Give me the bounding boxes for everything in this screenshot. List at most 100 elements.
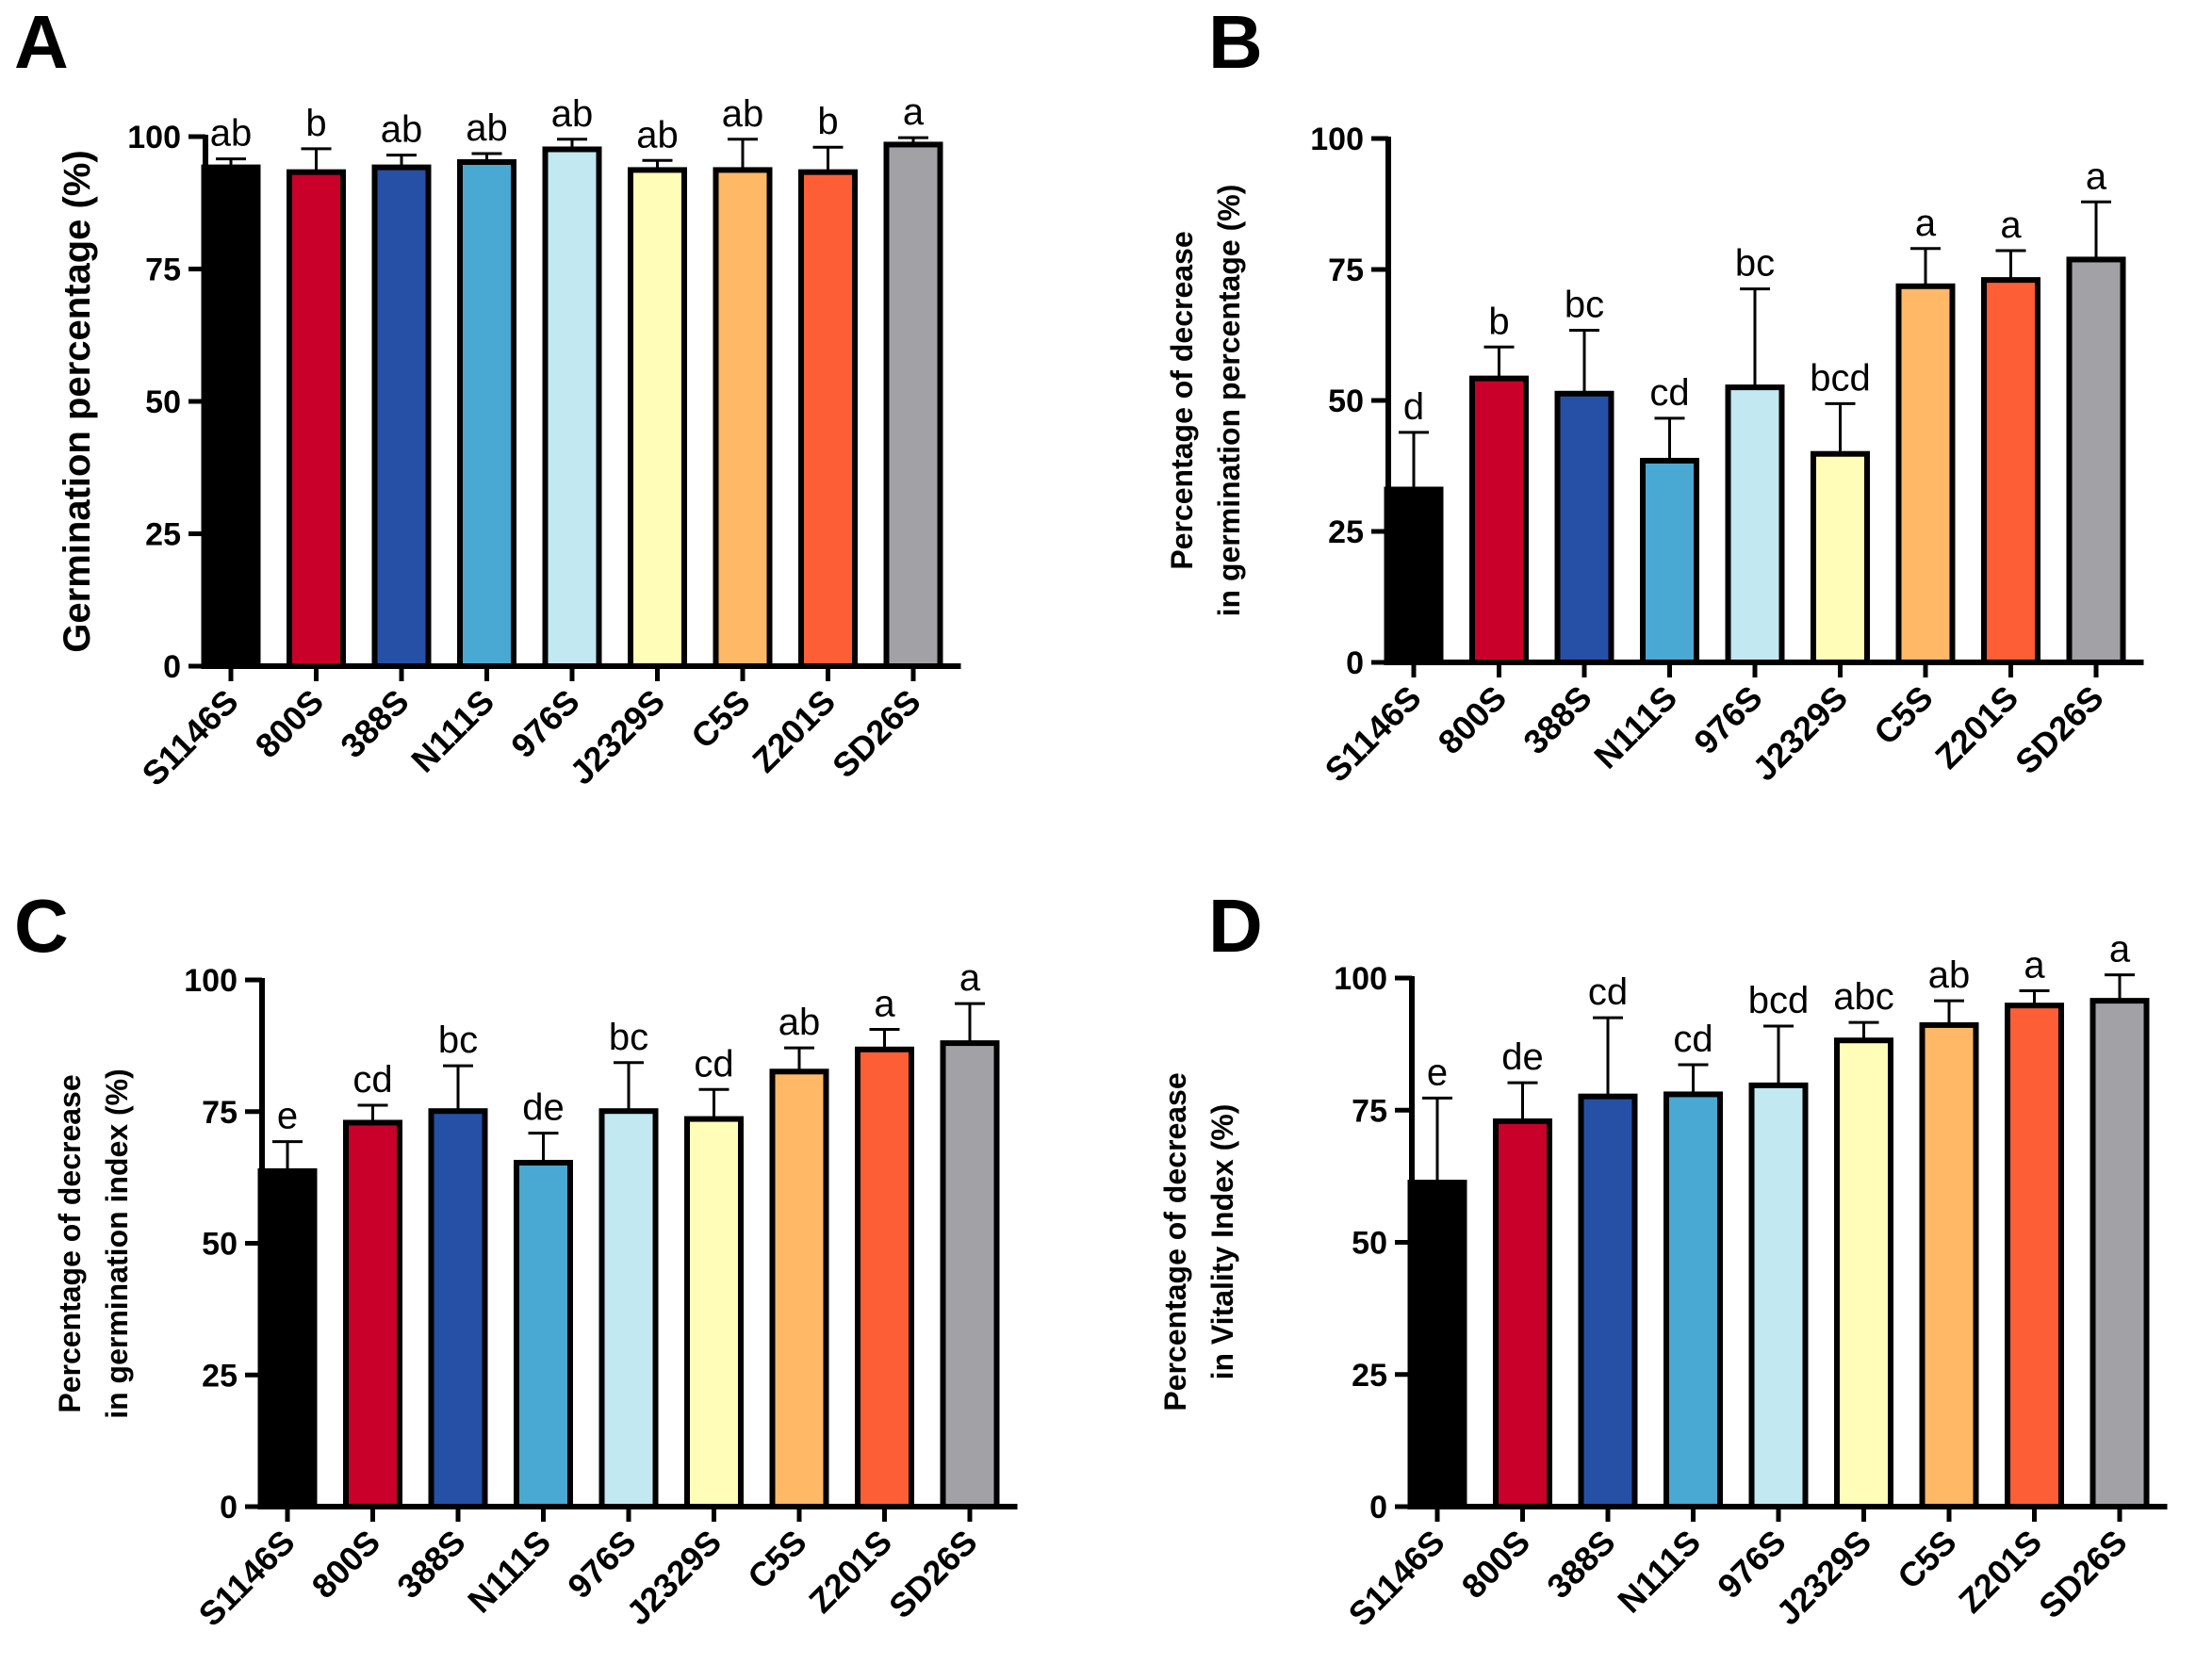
panel-b-significance-label: a [2000, 204, 2022, 246]
panel-c-significance-label: ab [778, 1002, 821, 1043]
panel-a-bar-n111s [457, 158, 516, 669]
panel-c-significance-label: cd [694, 1043, 733, 1085]
panel-b-y-axis-label: Percentage of decrease [1165, 231, 1199, 569]
panel-d-bar-976s [1748, 1082, 1809, 1510]
panel-a-y-tick-label: 50 [145, 384, 181, 420]
panel-c-bar-c5s [769, 1068, 829, 1509]
panel-b-bar-j2329s [1811, 450, 1870, 665]
panel-a-significance-label: ab [722, 93, 764, 135]
panel-a-bar-s1146s [201, 164, 261, 669]
panel-b-y-tick-label: 75 [1328, 253, 1364, 288]
panel-b-bar-c5s [1895, 283, 1956, 665]
panel-d-x-tick-label: C5S [1890, 1523, 1964, 1597]
panel-b-significance-label: b [1488, 301, 1509, 342]
panel-d-bar-sd26s [2089, 998, 2150, 1510]
panel-b-x-tick-label: SD26S [2008, 678, 2111, 782]
panel-c-significance-label: cd [352, 1059, 392, 1101]
panel-d-x-tick-label: SD26S [2031, 1523, 2135, 1626]
panel-c-x-tick-label: Z201S [801, 1523, 899, 1621]
panel-b-y-tick-label: 0 [1346, 645, 1364, 681]
panel-d-x-tick-label: N111S [1610, 1523, 1708, 1621]
panel-a-y-tick-label: 100 [127, 120, 181, 155]
panel-b-bar-sd26s [2066, 256, 2126, 665]
panel-d-y-tick-label: 25 [1352, 1358, 1387, 1394]
panel-b-bar-800s [1469, 375, 1529, 665]
panel-a-y-tick-label: 75 [145, 253, 181, 288]
panel-a-letter: A [14, 0, 69, 84]
panel-d-y-tick-label: 50 [1352, 1226, 1387, 1262]
panel-b-x-tick-label: Z201S [1927, 678, 2025, 776]
panel-a-bar-976s [542, 146, 602, 670]
panel-a-significance-label: ab [551, 93, 594, 135]
panel-c-bar-j2329s [684, 1116, 744, 1510]
panel-b-x-tick-label: J2329S [1745, 678, 1855, 789]
panel-a-x-tick-label: S1146S [134, 682, 245, 793]
panel-a-x-tick-label: 800S [248, 682, 331, 765]
panel-d-x-tick-label: S1146S [1340, 1523, 1451, 1634]
panel-d-bar-c5s [1919, 1021, 1979, 1509]
panel-c-letter: C [14, 884, 69, 968]
panel-a-significance-label: ab [466, 107, 508, 149]
panel-b-bar-z201s [1981, 277, 2040, 665]
panel-c-x-tick-label: SD26S [881, 1523, 985, 1626]
panel-d-y-tick-label: 0 [1369, 1490, 1387, 1525]
panel-c-y-tick-label: 50 [202, 1227, 238, 1263]
panel-d-x-tick-label: 800S [1454, 1523, 1537, 1606]
panel-c-y-tick-label: 100 [184, 963, 238, 999]
panel-b-significance-label: a [1915, 203, 1937, 244]
panel-a-significance-label: b [817, 101, 838, 142]
panel-a-bar-800s [287, 169, 346, 670]
panel-c-x-tick-label: 800S [304, 1523, 387, 1606]
panel-d-x-tick-label: Z201S [1951, 1523, 2049, 1621]
panel-d-significance-label: cd [1588, 971, 1628, 1013]
panel-a-significance-label: ab [636, 114, 679, 155]
panel-b-y-tick-label: 25 [1328, 514, 1364, 550]
panel-d-bar-j2329s [1834, 1037, 1893, 1509]
panel-a-x-tick-label: Z201S [745, 682, 843, 780]
panel-d-significance-label: de [1501, 1036, 1544, 1078]
panel-d-y-axis-label: Percentage of decrease [1158, 1072, 1192, 1411]
panel-a-bar-388s [371, 164, 432, 669]
panel-d-bar-s1146s [1407, 1180, 1467, 1510]
panel-d-bar-388s [1578, 1093, 1638, 1509]
panel-d-significance-label: ab [1928, 954, 1971, 996]
panel-c-bar-388s [428, 1108, 488, 1510]
panel-c-significance-label: de [522, 1087, 565, 1129]
panel-c-significance-label: bc [609, 1017, 648, 1058]
panel-d-x-tick-label: J2329S [1768, 1523, 1878, 1633]
panel-b-significance-label: bcd [1810, 357, 1871, 399]
panel-c-y-axis-label: in germination index (%) [100, 1068, 134, 1419]
panel-c-bar-z201s [855, 1046, 914, 1509]
panel-d-letter: D [1208, 884, 1263, 968]
panel-c-bar-s1146s [257, 1167, 318, 1509]
panel-c-x-tick-label: C5S [740, 1523, 814, 1597]
panel-c-x-tick-label: S1146S [190, 1523, 302, 1634]
panel-a-bar-sd26s [883, 141, 943, 669]
panel-c-significance-label: a [959, 957, 981, 999]
panel-a-bar-z201s [798, 169, 858, 670]
panel-a-y-axis-label: Germination percentage (%) [57, 150, 98, 652]
panel-a-x-tick-label: N111S [403, 682, 501, 780]
panel-a-y-tick-label: 0 [163, 649, 181, 685]
panel-d-y-tick-label: 75 [1352, 1093, 1387, 1129]
panel-a-significance-label: a [903, 91, 925, 133]
panel-d-significance-label: a [2024, 944, 2045, 986]
panel-b-y-tick-label: 100 [1310, 122, 1364, 157]
panel-d-bar-z201s [2005, 1003, 2064, 1509]
panel-d-bar-n111s [1663, 1091, 1723, 1510]
panel-b-significance-label: cd [1649, 372, 1689, 414]
panel-d-significance-label: a [2109, 929, 2131, 970]
panel-d-y-axis-label: in Vitality Index (%) [1205, 1104, 1239, 1380]
panel-c-significance-label: bc [438, 1019, 478, 1061]
panel-a-y-tick-label: 25 [145, 517, 181, 553]
panel-d-significance-label: abc [1833, 976, 1894, 1018]
panel-b-letter: B [1208, 0, 1263, 84]
panel-c-significance-label: a [874, 984, 895, 1025]
panel-a-significance-label: ab [381, 109, 423, 151]
panel-b-significance-label: bc [1735, 243, 1775, 285]
panel-c-bar-976s [598, 1108, 659, 1510]
panel-b-y-axis-label: in germination percentage (%) [1212, 185, 1246, 617]
panel-c-y-tick-label: 75 [202, 1095, 238, 1131]
panel-a-x-tick-label: J2329S [562, 682, 672, 792]
panel-d-significance-label: bcd [1748, 980, 1810, 1021]
